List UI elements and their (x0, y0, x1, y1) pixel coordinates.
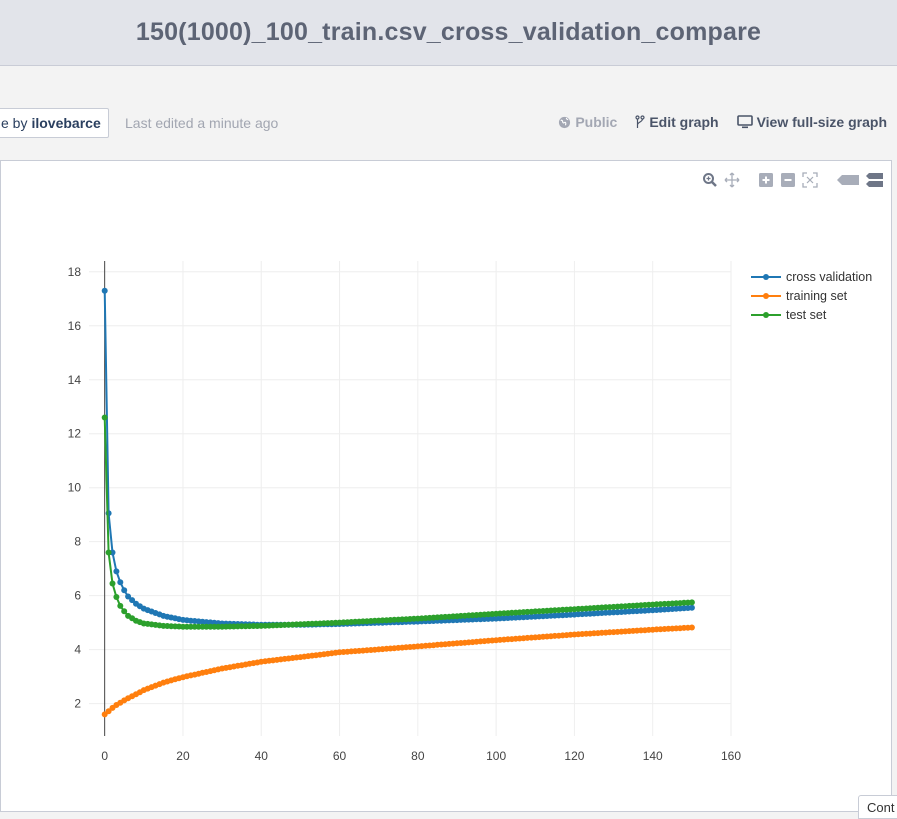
x-tick-label: 0 (101, 749, 108, 763)
last-edited-label: Last edited a minute ago (125, 115, 279, 131)
data-point (101, 414, 108, 421)
graph-toolbar: e by ilovebarce Last edited a minute ago… (0, 66, 897, 160)
x-tick-label: 20 (176, 749, 190, 763)
zoom-in-icon[interactable] (757, 171, 775, 189)
hover-closest-icon[interactable] (835, 171, 861, 189)
legend-label: test set (786, 308, 827, 322)
data-point (688, 599, 695, 606)
x-tick-label: 120 (564, 749, 584, 763)
data-point (688, 624, 695, 631)
contact-tab[interactable]: Cont (858, 795, 897, 819)
fork-icon (635, 115, 645, 128)
legend-marker (763, 293, 769, 299)
series-line (104, 626, 692, 716)
zoom-icon[interactable] (701, 171, 719, 189)
edit-graph-label: Edit graph (649, 114, 719, 130)
owner-name[interactable]: ilovebarce (31, 115, 101, 131)
edit-graph-link[interactable]: Edit graph (635, 114, 719, 130)
x-tick-label: 160 (721, 749, 741, 763)
data-point (113, 594, 120, 600)
public-status[interactable]: Public (558, 114, 617, 130)
toolbar-actions: Public Edit graph View full-size graph (540, 114, 887, 130)
x-tick-label: 40 (255, 749, 269, 763)
x-tick-label: 60 (333, 749, 347, 763)
y-tick-label: 4 (74, 643, 81, 657)
y-tick-label: 16 (68, 319, 82, 333)
legend-marker (763, 312, 769, 318)
monitor-icon (736, 115, 753, 129)
view-full-size-label: View full-size graph (756, 114, 887, 130)
data-point (688, 604, 695, 611)
data-point (101, 287, 108, 294)
legend-label: training set (786, 289, 848, 303)
autoscale-icon[interactable] (801, 171, 819, 189)
zoom-out-icon[interactable] (779, 171, 797, 189)
data-point (117, 602, 124, 609)
y-tick-label: 2 (74, 697, 81, 711)
pan-icon[interactable] (723, 171, 741, 189)
globe-icon (559, 116, 571, 128)
data-point (125, 593, 132, 600)
y-tick-label: 6 (74, 589, 81, 603)
hover-compare-icon[interactable] (865, 171, 883, 189)
owner-prefix: e by (1, 115, 28, 131)
x-tick-label: 140 (643, 749, 663, 763)
data-point (117, 579, 124, 586)
legend-label: cross validation (786, 270, 872, 284)
public-label: Public (575, 114, 618, 130)
title-bar: 150(1000)_100_train.csv_cross_validation… (0, 0, 897, 66)
y-tick-label: 8 (74, 535, 81, 549)
series-line (103, 290, 692, 626)
data-point (105, 549, 112, 556)
y-tick-label: 12 (68, 427, 82, 441)
y-tick-label: 14 (68, 373, 82, 387)
x-tick-label: 100 (486, 749, 506, 763)
view-full-size-link[interactable]: View full-size graph (736, 114, 887, 130)
line-chart: 0 20 40 60 80 100 120 140 160 2 4 6 8 10 12 14 16 18 cross… (68, 261, 872, 763)
data-point (121, 608, 128, 615)
y-tick-label: 18 (68, 265, 82, 279)
data-point (121, 587, 128, 594)
plot-container: 0 20 40 60 80 100 120 140 160 2 4 6 8 10 12 14 16 18 cross… (0, 160, 892, 812)
data-point (129, 597, 136, 604)
y-tick-label: 10 (68, 481, 82, 495)
owner-badge[interactable]: e by ilovebarce (0, 108, 109, 138)
data-point (109, 580, 116, 587)
legend-marker (763, 274, 769, 280)
modebar (697, 171, 883, 189)
data-point (113, 568, 120, 575)
x-tick-label: 80 (411, 749, 425, 763)
page-title: 150(1000)_100_train.csv_cross_validation… (135, 18, 762, 46)
